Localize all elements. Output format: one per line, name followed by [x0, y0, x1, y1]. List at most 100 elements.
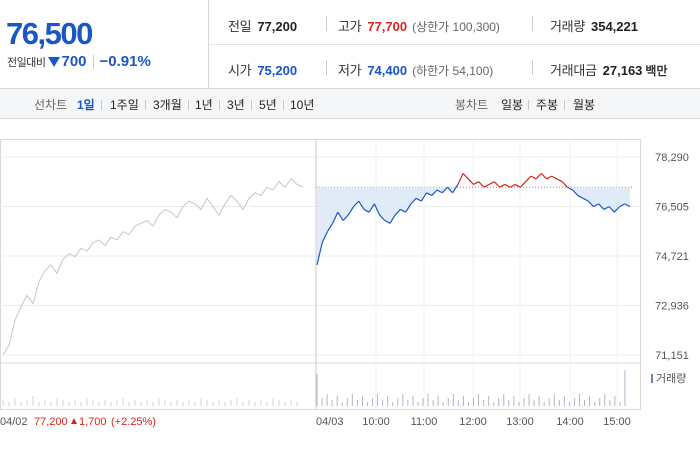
- today-line-segment: [431, 189, 438, 196]
- today-line-segment: [394, 209, 401, 216]
- stat-open: 시가 75,200: [228, 60, 297, 79]
- current-price: 76,500: [6, 16, 93, 51]
- quote-header: 76,500 전일대비 700 −0.91% 전일 77,200 고가 77,7…: [0, 0, 700, 89]
- today-fill-area: [317, 187, 630, 265]
- tab-1y[interactable]: 1년: [195, 98, 213, 112]
- today-line-segment: [353, 200, 360, 208]
- today-line-segment: [567, 186, 573, 191]
- today-line-segment: [321, 231, 328, 243]
- y-tick-label: 72,936: [655, 300, 689, 312]
- tab-3y[interactable]: 3년: [227, 98, 245, 112]
- today-line-segment: [415, 197, 422, 202]
- tab-10y[interactable]: 10년: [290, 98, 315, 112]
- tab-3m[interactable]: 3개월: [153, 98, 182, 112]
- price-summary: 76,500 전일대비 700 −0.91%: [0, 0, 209, 89]
- stat-value: 27,163: [602, 63, 643, 78]
- divider: [532, 60, 533, 75]
- tab-weekly[interactable]: 주봉: [536, 98, 559, 112]
- stat-volume: 거래량 354,221: [550, 16, 638, 35]
- today-line-segment: [426, 192, 433, 197]
- line-chart-label: 선차트: [34, 98, 68, 112]
- y-tick-label: 74,721: [655, 251, 689, 263]
- tab-1d[interactable]: 1일: [77, 98, 95, 112]
- y-tick-label: 71,151: [655, 350, 689, 362]
- volume-legend-label: 거래량: [656, 372, 686, 385]
- today-line-segment: [332, 211, 339, 224]
- today-line-segment: [593, 203, 599, 208]
- today-line-segment: [551, 175, 558, 180]
- x-tick-label: 12:00: [459, 416, 487, 428]
- stat-unit: 백만: [645, 64, 668, 78]
- volume-legend-swatch: [651, 374, 653, 383]
- prev-day-rate: (+2.25%): [111, 416, 156, 428]
- today-line-segment: [577, 195, 584, 199]
- x-tick-label: 10:00: [362, 416, 390, 428]
- today-line-segment: [363, 208, 370, 213]
- stat-prev-close: 전일 77,200: [228, 16, 297, 35]
- today-line-segment: [368, 203, 375, 213]
- today-line-segment: [441, 186, 448, 194]
- x-tick-label: 14:00: [556, 416, 584, 428]
- change-label: 전일대비: [7, 56, 46, 69]
- divider: [209, 44, 700, 45]
- prev-day-close: 77,200: [34, 416, 68, 428]
- chart-svg: 78,290 76,505 74,721 72,936 71,151 거래량 04/03 10…: [0, 139, 689, 428]
- today-line-segment: [436, 189, 443, 194]
- today-line-segment: [405, 203, 412, 213]
- today-line-segment: [400, 208, 406, 213]
- stat-value: 74,400: [367, 63, 408, 78]
- stat-label: 저가: [338, 63, 362, 78]
- today-line-segment: [624, 203, 631, 208]
- today-line-segment: [603, 206, 610, 210]
- today-line-segment: [520, 181, 527, 188]
- stat-low: 저가 74,400 (하한가 54,100): [338, 60, 493, 79]
- divider: [326, 60, 327, 75]
- today-line-segment: [499, 183, 506, 188]
- divider: [528, 100, 529, 110]
- x-tick-label: 11:00: [411, 416, 438, 428]
- today-line-segment: [540, 172, 547, 180]
- prev-day-change: 1,700: [79, 416, 107, 428]
- today-line-segment: [488, 181, 495, 185]
- y-tick-label: 76,505: [655, 202, 689, 214]
- divider: [219, 100, 220, 110]
- tab-monthly[interactable]: 월봉: [573, 98, 596, 112]
- stat-value: 77,200: [257, 19, 298, 34]
- stat-high: 고가 77,700 (상한가 100,300): [338, 16, 500, 35]
- tab-5y[interactable]: 5년: [259, 98, 277, 112]
- today-line-segment: [478, 181, 485, 188]
- today-line-segment: [410, 197, 417, 205]
- today-line-segment: [358, 200, 365, 210]
- divider: [188, 100, 189, 110]
- today-line-segment: [467, 178, 474, 185]
- tab-1w[interactable]: 1주일: [110, 98, 139, 112]
- today-line-segment: [457, 173, 464, 185]
- today-line-segment: [379, 214, 386, 221]
- divider: [564, 100, 565, 110]
- divider: [532, 16, 533, 31]
- today-line-segment: [608, 206, 615, 213]
- today-line-segment: [389, 214, 396, 224]
- x-tick-label: 13:00: [506, 416, 534, 428]
- today-line-segment: [462, 172, 469, 180]
- today-line-segment: [587, 200, 594, 208]
- today-line-segment: [373, 203, 381, 216]
- stat-value: 75,200: [257, 63, 298, 78]
- x-tick-label: 15:00: [603, 416, 631, 428]
- today-line-segment: [316, 242, 323, 266]
- today-line-segment: [619, 203, 626, 208]
- today-line-segment: [504, 183, 511, 188]
- change-value: 700: [61, 53, 87, 70]
- divider: [101, 100, 102, 110]
- divider: [283, 100, 284, 110]
- today-line-segment: [514, 183, 521, 188]
- today-line-segment: [446, 186, 454, 194]
- today-line-segment: [525, 175, 532, 183]
- today-line-segment: [535, 172, 542, 180]
- today-line-segment: [342, 214, 349, 221]
- price-chart[interactable]: 78,290 76,505 74,721 72,936 71,151 거래량 04/03 10…: [0, 119, 700, 450]
- stat-sub: (상한가 100,300): [412, 20, 500, 34]
- today-line-segment: [556, 178, 563, 183]
- tab-daily[interactable]: 일봉: [501, 98, 524, 112]
- down-triangle-icon: [48, 56, 61, 67]
